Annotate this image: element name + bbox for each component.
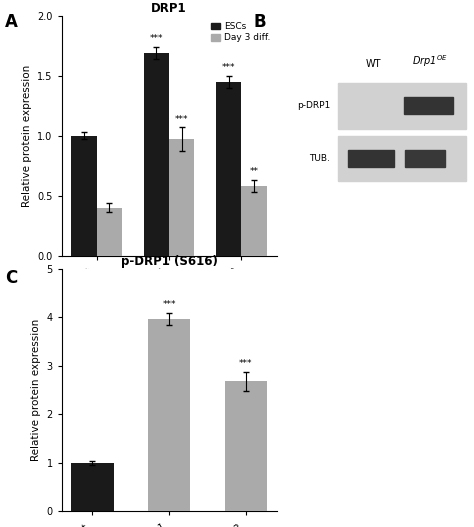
Text: ***: *** xyxy=(222,63,236,72)
Text: C: C xyxy=(5,269,17,287)
Bar xyxy=(144,53,169,256)
Bar xyxy=(97,208,122,256)
Legend: ESCs, Day 3 diff.: ESCs, Day 3 diff. xyxy=(210,21,272,44)
Bar xyxy=(169,139,194,256)
Text: ***: *** xyxy=(175,115,189,124)
Text: p-DRP1: p-DRP1 xyxy=(297,101,330,110)
Bar xyxy=(337,83,465,129)
Bar xyxy=(241,186,267,256)
Bar xyxy=(405,150,445,167)
Title: DRP1: DRP1 xyxy=(151,2,187,15)
Text: **: ** xyxy=(250,168,259,177)
Title: p-DRP1 (S616): p-DRP1 (S616) xyxy=(121,255,218,268)
Bar xyxy=(72,135,97,256)
Text: ***: *** xyxy=(163,300,176,309)
Text: B: B xyxy=(254,13,266,31)
Bar xyxy=(216,82,241,256)
Text: A: A xyxy=(5,13,18,31)
Bar xyxy=(72,463,114,511)
Y-axis label: Relative protein expression: Relative protein expression xyxy=(31,319,41,461)
Text: WT: WT xyxy=(366,58,381,69)
Bar xyxy=(225,381,267,511)
Bar xyxy=(337,135,465,181)
Bar xyxy=(348,150,394,167)
Text: Drp1$^{OE}$: Drp1$^{OE}$ xyxy=(412,53,447,69)
Text: TUB.: TUB. xyxy=(310,154,330,163)
Bar xyxy=(404,97,453,114)
Text: ***: *** xyxy=(150,34,163,43)
Text: ***: *** xyxy=(239,359,253,368)
Y-axis label: Relative protein expression: Relative protein expression xyxy=(22,65,32,207)
Bar xyxy=(148,319,190,511)
